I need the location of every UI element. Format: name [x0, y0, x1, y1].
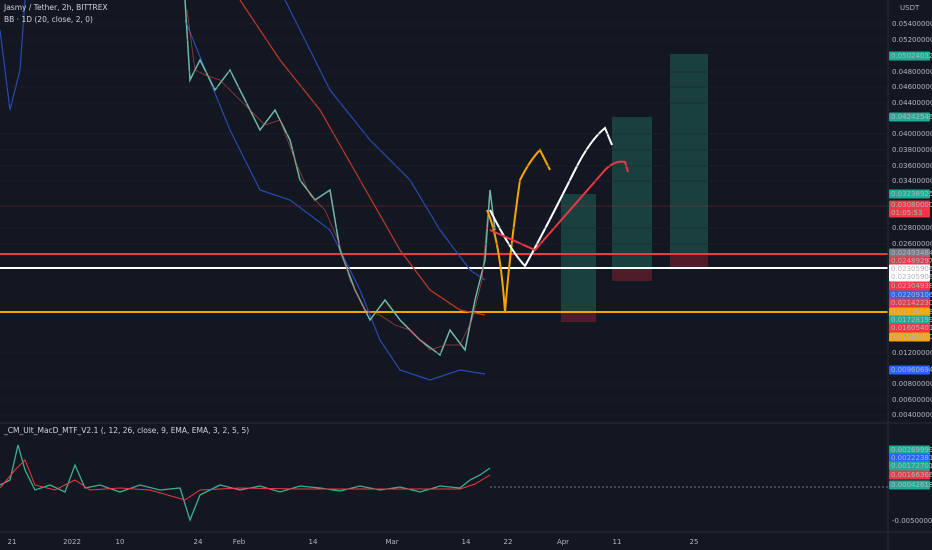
price-badge — [889, 470, 930, 480]
price-label: 0.04400000 — [892, 99, 932, 107]
price-badge-text: 0.00042618 — [891, 481, 932, 489]
price-label: 0.02800000 — [892, 224, 932, 232]
indicator-title: BB · 1D (20, close, 2, 0) — [4, 15, 93, 24]
price-badge — [889, 248, 930, 258]
drawing — [489, 126, 613, 268]
macd-title: _CM_Ult_MacD_MTF_V2.1 (, 12, 26, close, … — [3, 426, 249, 435]
price-badge-text: 0.02209106 — [891, 291, 932, 299]
price-badge-text: 0.03080000 — [891, 201, 932, 209]
stop-box — [670, 254, 708, 267]
price-label: 0.01200000 — [892, 349, 932, 357]
price-label: 0.04800000 — [892, 68, 932, 76]
price-badge — [889, 264, 930, 274]
price-badge — [889, 461, 930, 471]
price-label: 0.05400000 — [892, 20, 932, 28]
moving-average — [239, 0, 486, 316]
time-label: Apr — [557, 538, 569, 546]
price-badge — [889, 112, 930, 122]
time-label: 14 — [462, 538, 471, 546]
price-label: 0.05200000 — [892, 36, 932, 44]
price-badge — [889, 315, 930, 325]
price-badge-text: 0.04242546 — [891, 113, 932, 121]
price-label: 0.04600000 — [892, 83, 932, 91]
price-badge — [889, 365, 930, 375]
price-badge-text: 01:05:53 — [891, 209, 922, 217]
symbol-title: Jasmy / Tether, 2h, BITTREX — [3, 3, 108, 12]
price-label: 0.03600000 — [892, 162, 932, 170]
price-badge — [889, 445, 930, 455]
price-badge — [889, 281, 930, 291]
time-label: Feb — [233, 538, 246, 546]
bb-band — [0, 0, 26, 111]
price-label: 0.00400000 — [892, 411, 932, 419]
price-badge-text: 0.00960694 — [891, 366, 932, 374]
price-badge-text: 0.02142230 — [891, 299, 932, 307]
time-label: 14 — [309, 538, 318, 546]
price-series — [184, 0, 496, 357]
price-badge — [889, 332, 930, 342]
price-badge — [889, 189, 930, 199]
price-badge-text: 0.02304938 — [891, 282, 932, 290]
price-badge-text: 0.01728199 — [891, 316, 932, 324]
price-series — [186, 9, 489, 351]
drawing — [486, 148, 551, 313]
time-label: 22 — [504, 538, 513, 546]
price-badge-text: 0.02493484 — [891, 249, 932, 257]
price-badge-text: 0.02489297 — [891, 257, 932, 265]
time-label: 10 — [116, 538, 125, 546]
price-badge-text: 0.01564900 — [891, 333, 932, 341]
price-badge-text: 0.01605401 — [891, 324, 932, 332]
price-badge — [889, 298, 930, 308]
price-badge-text: 0.02305906 — [891, 265, 932, 273]
price-badge — [889, 290, 930, 300]
price-badge — [889, 307, 930, 317]
price-badge-text: 0.00222381 — [891, 454, 932, 462]
price-label: 0.00800000 — [892, 380, 932, 388]
price-label: 0.03800000 — [892, 146, 932, 154]
price-badge — [889, 51, 930, 61]
stop-box — [561, 312, 596, 322]
price-label: 0.02600000 — [892, 240, 932, 248]
time-label: 24 — [194, 538, 203, 546]
currency-label: USDT — [900, 4, 920, 12]
price-label: 0.03400000 — [892, 177, 932, 185]
price-badge — [889, 208, 930, 218]
price-badge-text: 0.00172701 — [891, 462, 932, 470]
drawing — [489, 160, 629, 252]
price-badge — [889, 453, 930, 463]
price-badge — [889, 200, 930, 210]
price-badge-text: 0.03238925 — [891, 190, 932, 198]
long-box — [670, 54, 708, 254]
stop-box — [612, 268, 652, 281]
long-box — [612, 117, 652, 268]
price-badge-text: 0.00166366 — [891, 471, 932, 479]
time-label: Mar — [385, 538, 398, 546]
price-badge — [889, 323, 930, 333]
price-badge-text: 0.01736048 — [891, 308, 932, 316]
time-label: 2022 — [63, 538, 81, 546]
price-label: 0.00600000 — [892, 396, 932, 404]
time-label: 11 — [613, 538, 622, 546]
price-badge-text: 0.02305906 — [891, 273, 932, 281]
price-badge-text: 0.00269999 — [891, 446, 932, 454]
price-label: 0.04000000 — [892, 130, 932, 138]
price-badge — [889, 480, 930, 490]
time-label: 25 — [690, 538, 699, 546]
signal-line — [0, 459, 491, 501]
price-badge — [889, 256, 930, 266]
price-badge — [889, 272, 930, 282]
time-label: 21 — [8, 538, 17, 546]
bb-band — [184, 19, 486, 381]
price-badge-text: 0.05024032 — [891, 52, 932, 60]
